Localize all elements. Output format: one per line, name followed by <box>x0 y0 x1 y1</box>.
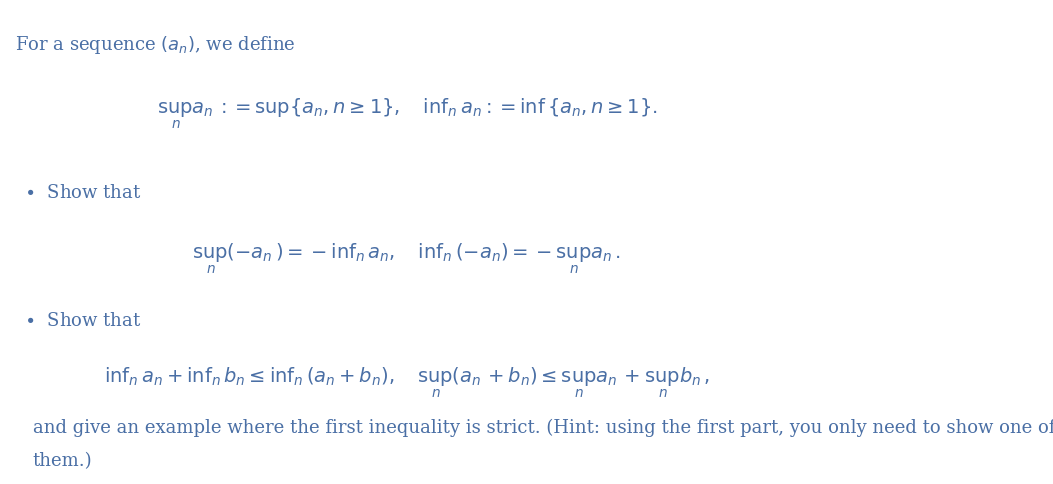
Text: For a sequence $(a_n)$, we define: For a sequence $(a_n)$, we define <box>15 34 295 56</box>
Text: and give an example where the first inequality is strict. (Hint: using the first: and give an example where the first ineq… <box>33 419 1053 437</box>
Text: $\bullet$  Show that: $\bullet$ Show that <box>24 312 142 330</box>
Text: $\sup_n a_n := \sup\{a_n, n \geq 1\},\quad \inf_n a_n := \inf\{a_n, n \geq 1\}.$: $\sup_n a_n := \sup\{a_n, n \geq 1\},\qu… <box>157 97 657 131</box>
Text: $\sup_n(-a_n) = -\inf_n a_n, \quad \inf_n(-a_n) = -\sup_n a_n.$: $\sup_n(-a_n) = -\inf_n a_n, \quad \inf_… <box>193 242 621 276</box>
Text: $\bullet$  Show that: $\bullet$ Show that <box>24 184 142 202</box>
Text: $\inf_n a_n + \inf_n b_n \leq \inf_n(a_n + b_n), \quad \sup_n(a_n + b_n) \leq \s: $\inf_n a_n + \inf_n b_n \leq \inf_n(a_n… <box>104 365 710 400</box>
Text: them.): them.) <box>33 453 93 470</box>
